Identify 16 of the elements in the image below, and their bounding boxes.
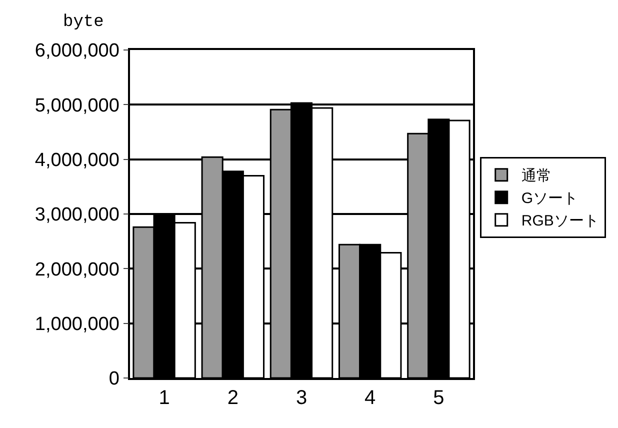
x-tick-label: 4: [364, 386, 376, 409]
y-tick-label: 4,000,000: [34, 150, 120, 171]
legend-label: 通常: [521, 168, 552, 185]
x-tick-label: 5: [433, 386, 444, 409]
y-tick-label: 0: [108, 368, 120, 390]
y-tick-label: 5,000,000: [34, 95, 120, 116]
y-axis-title: byte: [63, 13, 104, 32]
legend-label: Gソート: [521, 190, 578, 208]
x-tick-label: 3: [296, 386, 308, 409]
y-tick-label: 3,000,000: [34, 204, 120, 226]
y-tick-label: 6,000,000: [34, 40, 120, 62]
y-tick-label: 1,000,000: [34, 314, 120, 335]
x-tick-label: 1: [158, 386, 170, 409]
x-tick-label: 2: [227, 386, 238, 409]
legend-label: RGBソート: [521, 212, 599, 230]
y-tick-label: 2,000,000: [34, 259, 120, 280]
